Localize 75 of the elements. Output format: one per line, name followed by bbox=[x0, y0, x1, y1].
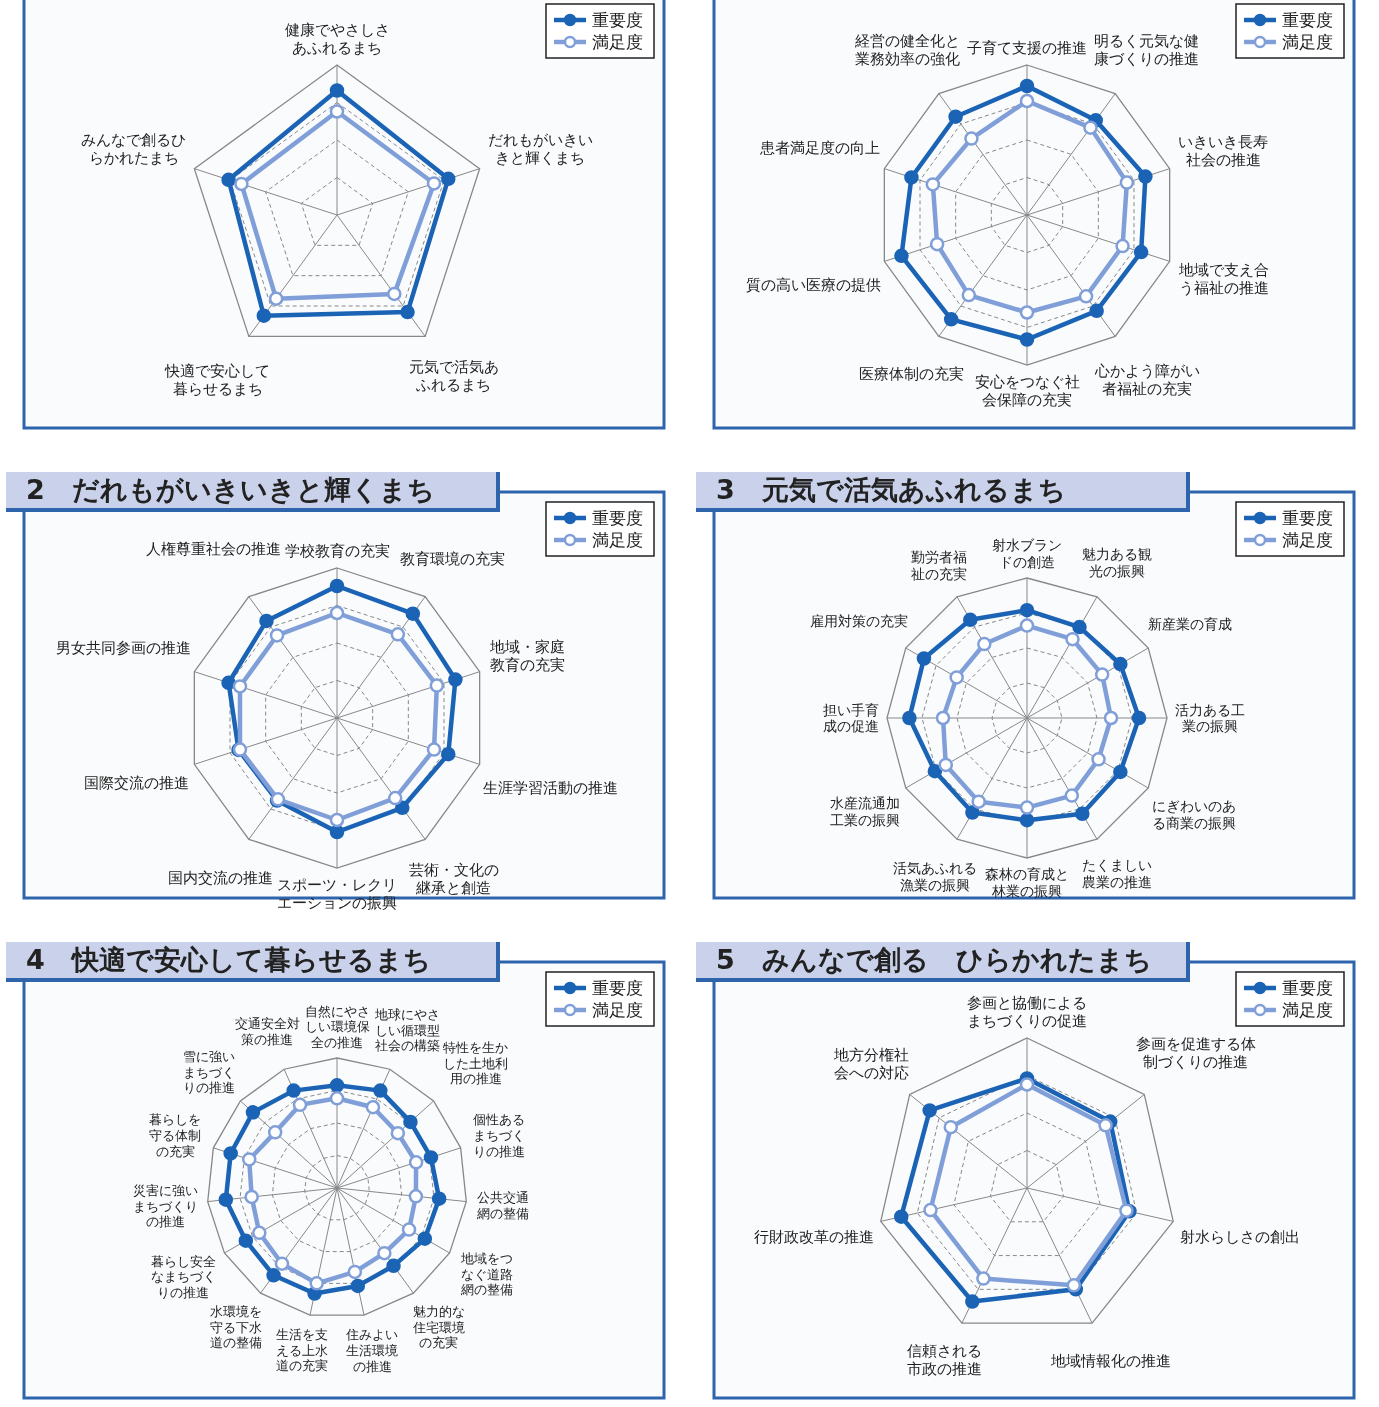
spoke-label: 住みよい生活環境の推進 bbox=[346, 1327, 399, 1374]
spoke-label: 公共交通網の整備 bbox=[476, 1190, 529, 1221]
legend-label: 重要度 bbox=[592, 9, 643, 30]
chart-title: 5 みんなで創る ひらかれたまち bbox=[716, 944, 1152, 976]
spoke-label: 災害に強いまちづくりの推進 bbox=[132, 1182, 198, 1230]
spoke-label: 活気あふれる漁業の振興 bbox=[893, 860, 978, 894]
spoke-label: スポーツ・レクリエーションの振興 bbox=[277, 876, 397, 912]
spoke-label: 交通安全対策の推進 bbox=[234, 1016, 300, 1047]
spoke-label: 行財政改革の推進 bbox=[754, 1227, 874, 1246]
spoke-label: 生活を支える上水道の充実 bbox=[276, 1327, 329, 1374]
legend-label: 重要度 bbox=[1282, 507, 1333, 528]
spoke-label: 地域情報化の推進 bbox=[1050, 1352, 1171, 1371]
spoke-label: 参画と協働によるまちづくりの促進 bbox=[967, 994, 1087, 1030]
spoke-label: 地域をつなぐ道路網の整備 bbox=[460, 1251, 513, 1298]
spoke-label: 国内交流の推進 bbox=[168, 868, 274, 887]
spoke-label: 雪に強いまちづくりの推進 bbox=[182, 1049, 235, 1096]
spoke-label: 魅力的な住宅環境の充実 bbox=[412, 1304, 465, 1351]
spoke-label: 元気で活気あふれるまち bbox=[409, 358, 499, 394]
spoke-label: いきいき長寿社会の推進 bbox=[1178, 133, 1269, 170]
spoke-label: 暮らし安全なまちづくりの推進 bbox=[150, 1253, 216, 1300]
spoke-label: 個性あるまちづくりの推進 bbox=[472, 1112, 525, 1159]
chart-title: 4 快適で安心して暮らせるまち bbox=[26, 944, 431, 976]
spoke-label: たくましい農業の推進 bbox=[1081, 857, 1152, 891]
spoke-label: 教育環境の充実 bbox=[399, 550, 505, 569]
spoke-label: 生涯学習活動の推進 bbox=[483, 778, 619, 797]
spoke-label: 活力ある工業の振興 bbox=[1175, 701, 1245, 735]
spoke-label: 明るく元気な健康づくりの推進 bbox=[1094, 32, 1200, 69]
spoke-label: 男女共同参画の推進 bbox=[55, 639, 191, 658]
spoke-label: 人権尊重社会の推進 bbox=[146, 539, 282, 558]
spoke-label: 心かよう障がい者福祉の充実 bbox=[1094, 361, 1200, 398]
spoke-label: 魅力ある観光の振興 bbox=[1081, 545, 1152, 579]
spoke-label: 地方分権社会への対応 bbox=[834, 1045, 910, 1082]
spoke-label: 地域で支え合う福祉の推進 bbox=[1179, 260, 1270, 297]
chart-title: 3 元気で活気あふれるまち bbox=[716, 474, 1066, 506]
legend-label: 満足度 bbox=[1282, 31, 1333, 52]
spoke-label: 患者満足度の向上 bbox=[759, 138, 880, 157]
spoke-label: 信頼される市政の推進 bbox=[906, 1341, 982, 1378]
spoke-label: 快適で安心して暮らせるまち bbox=[165, 361, 271, 398]
spoke-label: 安心をつなぐ社会保障の充実 bbox=[974, 373, 1080, 409]
spoke-label: にぎわいのある商業の振興 bbox=[1151, 797, 1236, 831]
spoke-label: だれもがいきいきと輝くまち bbox=[487, 131, 593, 168]
spoke-label: 暮らしを守る体制の充実 bbox=[149, 1112, 202, 1159]
spoke-label: 担い手育成の促進 bbox=[823, 701, 879, 735]
spoke-label: 雇用対策の充実 bbox=[809, 612, 908, 629]
legend-label: 満足度 bbox=[592, 999, 643, 1020]
spoke-label: 射水らしさの創出 bbox=[1180, 1227, 1300, 1246]
spoke-label: 地球にやさしい循環型社会の構築 bbox=[375, 1007, 441, 1054]
legend-label: 重要度 bbox=[1282, 977, 1333, 998]
spoke-label: 子育て支援の推進 bbox=[967, 39, 1087, 57]
spoke-label: 地域・家庭教育の充実 bbox=[489, 638, 565, 675]
legend-label: 重要度 bbox=[592, 977, 643, 998]
spoke-label: 勤労者福祉の充実 bbox=[910, 549, 967, 582]
spoke-label: 新産業の育成 bbox=[1148, 615, 1233, 632]
spoke-label: 国際交流の推進 bbox=[84, 774, 190, 793]
spoke-label: 水環境を守る下水道の整備 bbox=[209, 1304, 262, 1351]
legend-label: 満足度 bbox=[1282, 529, 1333, 550]
spoke-label: 経営の健全化と業務効率の強化 bbox=[855, 32, 961, 69]
spoke-label: 学校教育の充実 bbox=[284, 542, 390, 560]
legend-label: 満足度 bbox=[592, 529, 643, 550]
spoke-label: 水産流通加工業の振興 bbox=[830, 794, 901, 828]
legend-label: 満足度 bbox=[1282, 999, 1333, 1020]
spoke-label: 特性を生かした土地利用の推進 bbox=[443, 1040, 509, 1087]
legend-label: 重要度 bbox=[592, 507, 643, 528]
spoke-label: 参画を促進する体制づくりの推進 bbox=[1136, 1035, 1256, 1072]
legend-label: 重要度 bbox=[1282, 9, 1333, 30]
spoke-label: 森林の育成と林業の振興 bbox=[985, 866, 1069, 899]
spoke-label: 質の高い医療の提供 bbox=[745, 275, 881, 294]
spoke-label: 自然にやさしい環境保全の推進 bbox=[304, 1003, 370, 1050]
spoke-label: みんなで創るひらかれたまち bbox=[81, 131, 187, 168]
spoke-label: 芸術・文化の継承と創造 bbox=[409, 861, 499, 897]
chart-title: 2 だれもがいきいきと輝くまち bbox=[26, 474, 435, 506]
legend-label: 満足度 bbox=[592, 31, 643, 52]
spoke-label: 医療体制の充実 bbox=[859, 364, 965, 383]
spoke-label: 射水ブランドの創造 bbox=[992, 537, 1062, 570]
spoke-label: 健康でやさしさあふれるまち bbox=[284, 21, 390, 57]
